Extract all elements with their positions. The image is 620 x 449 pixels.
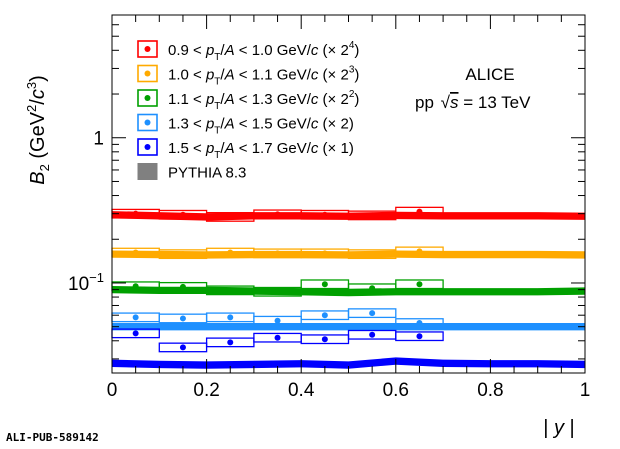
- data-point: [321, 336, 328, 343]
- y-tick-label: 1: [93, 129, 104, 150]
- legend-entry: 1.3 < pT/A < 1.5 GeV/c (× 2): [168, 116, 354, 137]
- alice-label: ALICE: [465, 65, 514, 84]
- x-tick-label: 0.2: [193, 380, 219, 401]
- legend-marker-dot: [144, 46, 151, 52]
- data-point: [227, 314, 234, 321]
- data-point: [274, 211, 281, 218]
- publication-id: ALI-PUB-589142: [6, 431, 99, 444]
- data-point: [227, 249, 234, 256]
- x-tick-label: 0.6: [383, 380, 409, 401]
- x-tick-label: 1: [580, 380, 591, 401]
- syst-box: [347, 308, 397, 319]
- data-point: [179, 344, 186, 351]
- data-point: [416, 248, 423, 255]
- data-point: [227, 339, 234, 346]
- legend-marker: [137, 138, 158, 156]
- data-point: [274, 250, 281, 257]
- legend-marker-dot: [144, 70, 151, 77]
- data-point: [369, 331, 376, 338]
- data-point: [132, 330, 139, 337]
- x-axis-label: | y |: [543, 417, 575, 439]
- legend-marker-dot: [144, 144, 151, 150]
- data-point: [321, 250, 328, 257]
- data-point: [227, 287, 234, 294]
- svg-text:pp √s = 13 TeV: pp √s = 13 TeV: [415, 93, 531, 112]
- energy-label: pp √s = 13 TeV: [415, 93, 531, 112]
- data-point: [132, 283, 139, 290]
- legend-entry: 1.5 < pT/A < 1.7 GeV/c (× 1): [168, 140, 354, 161]
- data-point: [321, 211, 328, 218]
- data-point: [369, 285, 376, 292]
- model-band-4: [112, 357, 585, 369]
- x-tick-label: 0.8: [477, 380, 503, 401]
- data-point: [274, 317, 281, 324]
- syst-box: [395, 206, 444, 217]
- data-point: [274, 288, 281, 295]
- y-tick-label: 10−1: [68, 270, 104, 295]
- legend-marker-dot: [144, 95, 151, 101]
- legend-marker: [137, 89, 158, 107]
- svg-text:| y |: | y |: [543, 417, 575, 439]
- data-point: [179, 283, 186, 290]
- data-point: [321, 281, 328, 288]
- data-point: [369, 212, 376, 219]
- legend: 0.9 < pT/A < 1.0 GeV/c (× 24)1.0 < pT/A …: [137, 40, 359, 182]
- data-points: [132, 208, 423, 351]
- data-point: [369, 310, 376, 317]
- legend-marker-dot: [144, 119, 151, 126]
- data-point: [227, 213, 234, 220]
- y-axis-label: B2 (GeV2/c3): [24, 75, 52, 185]
- data-point: [416, 320, 423, 327]
- legend-entry: 1.0 < pT/A < 1.1 GeV/c (× 23): [168, 65, 359, 88]
- legend-entry: 0.9 < pT/A < 1.0 GeV/c (× 24): [168, 40, 359, 63]
- x-tick-label: 0: [107, 380, 118, 401]
- legend-marker: [137, 40, 158, 58]
- legend-entry-model: PYTHIA 8.3: [168, 165, 246, 182]
- syst-box: [253, 315, 302, 326]
- legend-marker: [137, 113, 158, 132]
- x-tick-label: 0.4: [288, 380, 315, 401]
- syst-box: [253, 286, 302, 297]
- data-point: [416, 333, 423, 340]
- syst-box: [395, 331, 444, 342]
- data-point: [416, 281, 423, 288]
- syst-box: [395, 279, 444, 290]
- syst-box: [395, 246, 444, 257]
- svg-text:B2 (GeV2/c3): B2 (GeV2/c3): [24, 75, 52, 185]
- data-point: [179, 315, 186, 322]
- data-point: [132, 249, 139, 256]
- syst-box: [158, 342, 208, 353]
- data-point: [132, 314, 139, 321]
- data-point: [369, 251, 376, 258]
- data-point: [179, 251, 186, 258]
- data-point: [416, 208, 423, 215]
- legend-marker: [137, 64, 158, 83]
- data-point: [321, 312, 328, 319]
- data-point: [179, 211, 186, 218]
- systematic-boxes: [111, 206, 444, 353]
- legend-marker-model: [137, 163, 158, 180]
- syst-box: [395, 318, 444, 328]
- axis-ticks: 0 0.2 0.4 0.6 0.8 1 1 10−1: [68, 14, 591, 401]
- data-point: [274, 334, 281, 341]
- data-point: [132, 210, 139, 217]
- model-band-3: [112, 323, 585, 331]
- legend-entry: 1.1 < pT/A < 1.3 GeV/c (× 22): [168, 89, 359, 112]
